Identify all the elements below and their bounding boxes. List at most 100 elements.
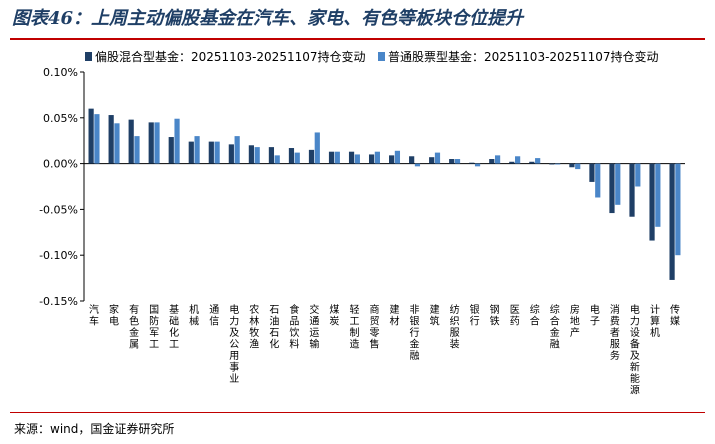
x-tick-label: 医药 xyxy=(510,304,520,328)
bar-series-1 xyxy=(649,163,655,241)
y-tick-label: 0.05% xyxy=(43,112,78,125)
footer-rule xyxy=(10,412,705,413)
title-rule xyxy=(10,38,705,40)
bar-series-2 xyxy=(414,163,421,167)
bar-series-2 xyxy=(354,154,360,164)
bar-series-1 xyxy=(529,161,535,164)
bar-series-1 xyxy=(148,122,154,164)
bar-series-1 xyxy=(168,137,174,164)
bar-series-2 xyxy=(94,114,100,164)
bar-series-1 xyxy=(669,163,675,280)
legend-label: 普通股票型基金：20251103-20251107持仓变动 xyxy=(388,49,659,64)
x-tick-label: 综合 xyxy=(530,303,540,328)
x-tick-label: 农林牧渔 xyxy=(249,303,259,351)
x-tick-label: 纺织服装 xyxy=(450,303,460,351)
x-tick-label: 房地产 xyxy=(570,303,580,339)
x-tick-label: 银行 xyxy=(470,303,480,328)
y-tick-label: -0.10% xyxy=(39,249,78,262)
bar-series-2 xyxy=(314,132,320,164)
y-tick-label: -0.15% xyxy=(39,295,78,308)
x-tick-label: 煤炭 xyxy=(329,303,339,328)
bar-series-2 xyxy=(655,163,661,227)
x-tick-label: 钢铁 xyxy=(490,303,500,328)
bar-series-1 xyxy=(248,145,254,164)
bar-series-1 xyxy=(469,162,475,164)
bar-series-1 xyxy=(629,163,635,217)
bar-series-2 xyxy=(114,123,120,164)
bar-series-2 xyxy=(394,150,401,164)
x-tick-label: 电子 xyxy=(590,303,600,328)
bar-series-2 xyxy=(334,151,340,164)
bar-series-1 xyxy=(188,141,194,164)
bar-series-2 xyxy=(214,141,220,164)
bar-series-1 xyxy=(328,151,335,164)
bar-series-2 xyxy=(134,136,140,164)
x-tick-label: 建材 xyxy=(390,303,400,328)
bar-series-2 xyxy=(595,163,601,198)
y-tick-label: -0.05% xyxy=(39,203,78,216)
x-tick-label: 国防军工 xyxy=(149,304,159,351)
x-tick-label: 家电 xyxy=(109,303,119,328)
bar-series-2 xyxy=(635,163,641,187)
bar-series-2 xyxy=(294,152,300,164)
bar-series-2 xyxy=(575,163,581,170)
x-tick-label: 电力及公用事业 xyxy=(229,303,239,385)
bar-series-2 xyxy=(254,147,260,164)
x-tick-label: 交通运输 xyxy=(309,303,319,351)
bar-series-1 xyxy=(489,159,495,164)
legend-swatch xyxy=(378,52,385,61)
x-tick-label: 食品饮料 xyxy=(289,303,299,351)
x-tick-label: 商贸零售 xyxy=(369,303,379,351)
x-tick-label: 通信 xyxy=(209,304,219,328)
x-tick-label: 汽车 xyxy=(89,303,99,328)
bar-series-2 xyxy=(454,159,461,164)
y-tick-label: 0.10% xyxy=(43,66,78,79)
x-tick-label: 石油石化 xyxy=(269,305,279,351)
legend-label: 偏股混合型基金：20251103-20251107持仓变动 xyxy=(95,49,366,64)
legend-swatch xyxy=(85,52,92,61)
x-tick-label: 基础化工 xyxy=(169,303,179,351)
bar-series-1 xyxy=(308,149,315,164)
bar-series-1 xyxy=(128,119,134,164)
x-tick-label: 建筑 xyxy=(430,303,440,328)
bar-series-1 xyxy=(449,159,455,164)
bar-series-2 xyxy=(535,158,541,164)
bar-series-2 xyxy=(274,155,280,164)
x-tick-label: 机械 xyxy=(189,303,199,328)
bar-series-2 xyxy=(615,163,621,205)
bar-series-1 xyxy=(288,148,295,164)
bar-series-2 xyxy=(154,122,160,164)
chart-title: 图表46：上周主动偏股基金在汽车、家电、有色等板块仓位提升 xyxy=(12,8,524,29)
bar-series-1 xyxy=(589,163,595,182)
bar-series-2 xyxy=(374,151,380,164)
x-tick-label: 有色金属 xyxy=(129,303,139,351)
bar-series-1 xyxy=(108,115,114,164)
bar-series-2 xyxy=(174,118,180,164)
bar-series-2 xyxy=(515,156,521,164)
bar-series-1 xyxy=(509,161,515,164)
x-tick-label: 计算机 xyxy=(650,303,660,339)
bar-series-2 xyxy=(494,155,501,164)
bar-series-1 xyxy=(549,163,555,165)
x-tick-label: 消费者服务 xyxy=(610,303,620,362)
bar-series-1 xyxy=(368,154,375,164)
bar-series-2 xyxy=(234,136,240,164)
x-tick-label: 轻工制造 xyxy=(349,303,359,351)
x-tick-label: 传媒 xyxy=(670,304,680,328)
bar-series-2 xyxy=(675,163,681,256)
bar-series-1 xyxy=(208,141,214,164)
bar-series-1 xyxy=(88,108,94,164)
bar-series-1 xyxy=(389,155,395,164)
bar-series-2 xyxy=(555,163,561,165)
bar-series-1 xyxy=(268,147,275,164)
bar-series-1 xyxy=(429,157,435,164)
bar-series-1 xyxy=(228,144,234,164)
bar-series-1 xyxy=(609,163,615,214)
x-tick-label: 非银行金融 xyxy=(410,304,420,362)
bar-series-2 xyxy=(194,136,200,164)
x-tick-label: 综合金融 xyxy=(550,303,560,351)
x-tick-label: 电力设备及新能源 xyxy=(630,303,640,397)
bar-series-1 xyxy=(409,156,415,164)
bar-series-1 xyxy=(569,163,575,168)
